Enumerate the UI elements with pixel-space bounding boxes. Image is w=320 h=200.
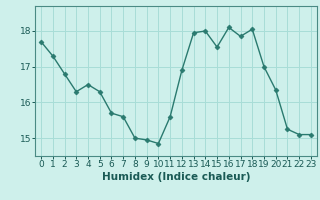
X-axis label: Humidex (Indice chaleur): Humidex (Indice chaleur) [102, 172, 250, 182]
